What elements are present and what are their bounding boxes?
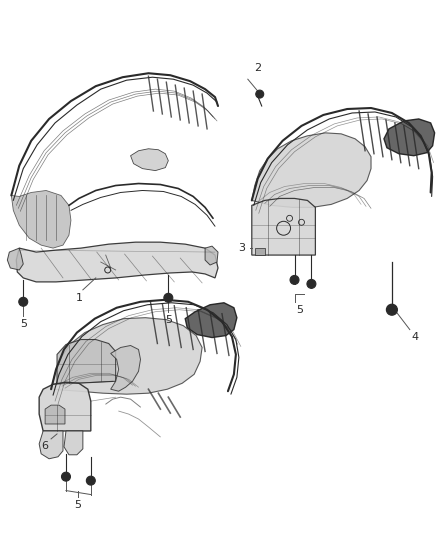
Text: 3: 3	[238, 243, 245, 253]
Polygon shape	[45, 405, 65, 424]
Polygon shape	[7, 248, 23, 270]
Polygon shape	[64, 431, 83, 455]
Polygon shape	[252, 198, 315, 255]
Polygon shape	[185, 303, 237, 337]
Circle shape	[256, 90, 264, 98]
Circle shape	[61, 472, 71, 481]
Text: 5: 5	[296, 305, 303, 315]
Polygon shape	[255, 248, 265, 255]
Text: 5: 5	[20, 319, 27, 329]
Circle shape	[307, 279, 316, 288]
Circle shape	[86, 476, 95, 485]
Polygon shape	[51, 318, 202, 394]
Text: 1: 1	[75, 293, 82, 303]
Polygon shape	[111, 345, 141, 391]
Text: 4: 4	[412, 332, 419, 342]
Polygon shape	[57, 340, 116, 384]
Circle shape	[19, 297, 28, 306]
Polygon shape	[205, 246, 218, 265]
Polygon shape	[252, 133, 371, 207]
Text: 6: 6	[42, 441, 49, 451]
Text: 5: 5	[165, 314, 172, 325]
Polygon shape	[39, 382, 91, 431]
Circle shape	[386, 304, 397, 315]
Polygon shape	[16, 242, 218, 282]
Circle shape	[290, 276, 299, 285]
Text: 2: 2	[254, 63, 261, 73]
Polygon shape	[131, 149, 168, 171]
Polygon shape	[39, 431, 63, 459]
Polygon shape	[384, 119, 434, 156]
Circle shape	[164, 293, 173, 302]
Polygon shape	[11, 190, 71, 248]
Text: 5: 5	[74, 499, 81, 510]
